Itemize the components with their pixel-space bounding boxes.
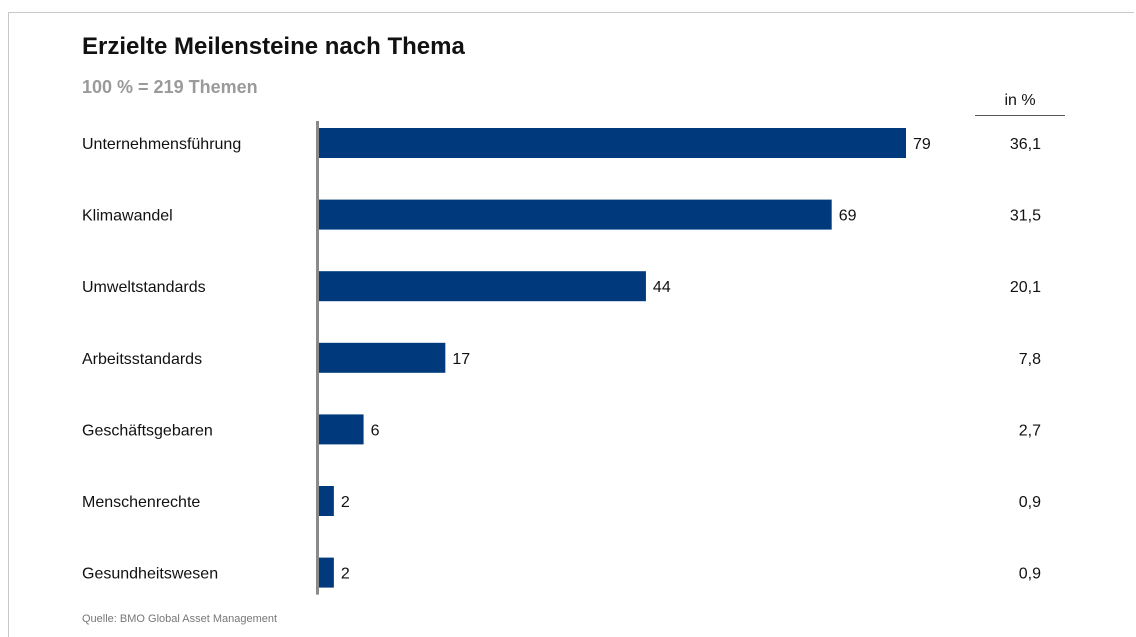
value-label: 69 xyxy=(839,208,857,225)
percent-header-rule xyxy=(975,115,1065,116)
bar xyxy=(319,199,832,230)
category-label: Arbeitsstandards xyxy=(82,351,202,368)
percent-column-header: in % xyxy=(1004,92,1036,109)
value-label: 2 xyxy=(341,494,350,511)
category-label: Menschenrechte xyxy=(82,494,200,511)
chart-title: Erzielte Meilensteine nach Thema xyxy=(82,33,465,60)
percent-label: 31,5 xyxy=(1010,208,1041,225)
percent-label: 7,8 xyxy=(1019,351,1041,368)
bar xyxy=(319,342,446,373)
value-label: 2 xyxy=(341,566,350,583)
chart-subtitle: 100 % = 219 Themen xyxy=(82,77,258,97)
value-label: 79 xyxy=(913,136,931,153)
value-label: 6 xyxy=(371,422,380,439)
category-label: Geschäftsgebaren xyxy=(82,422,213,439)
bar xyxy=(319,128,906,158)
percent-label: 0,9 xyxy=(1019,494,1041,511)
category-label: Klimawandel xyxy=(82,208,173,225)
percent-label: 0,9 xyxy=(1019,566,1041,583)
bar xyxy=(319,414,364,445)
source-note: Quelle: BMO Global Asset Management xyxy=(82,613,278,625)
bar xyxy=(319,557,334,588)
bar xyxy=(319,486,334,516)
value-label: 17 xyxy=(452,351,470,368)
percent-label: 36,1 xyxy=(1010,136,1041,153)
percent-label: 2,7 xyxy=(1019,422,1041,439)
category-label: Unternehmensführung xyxy=(82,136,241,153)
category-label: Umweltstandards xyxy=(82,279,206,296)
value-label: 44 xyxy=(653,279,671,296)
percent-label: 20,1 xyxy=(1010,279,1041,296)
bar xyxy=(319,271,646,302)
category-label: Gesundheitswesen xyxy=(82,566,218,583)
chart-frame xyxy=(8,12,1134,637)
